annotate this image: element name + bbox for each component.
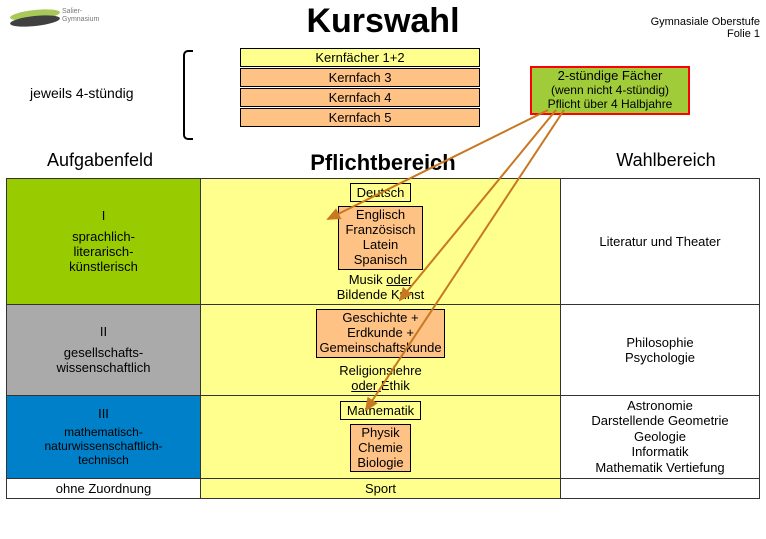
pflicht-4: Sport bbox=[201, 478, 561, 498]
page-title: Kurswahl bbox=[306, 2, 459, 41]
table-row: II gesellschafts- wissenschaftlich Gesch… bbox=[7, 304, 760, 395]
wahl-2: Philosophie Psychologie bbox=[561, 304, 760, 395]
wahl-4 bbox=[561, 478, 760, 498]
logo-line1: Salier- bbox=[62, 8, 82, 15]
sidebox-line1: 2-stündige Fächer bbox=[534, 69, 686, 84]
field-2: II gesellschafts- wissenschaftlich bbox=[7, 304, 201, 395]
column-headers: Aufgabenfeld Pflichtbereich Wahlbereich bbox=[0, 150, 766, 176]
kernfach-5: Kernfach 5 bbox=[240, 108, 480, 127]
header-pflichtbereich: Pflichtbereich bbox=[200, 150, 566, 176]
pflicht-1: Deutsch Englisch Französisch Latein Span… bbox=[201, 179, 561, 305]
chip-languages: Englisch Französisch Latein Spanisch bbox=[338, 206, 422, 270]
jeweils-label: jeweils 4-stündig bbox=[30, 85, 134, 101]
table-row: I sprachlich- literarisch- künstlerisch … bbox=[7, 179, 760, 305]
field-3-label: mathematisch- naturwissenschaftlich- tec… bbox=[9, 425, 198, 467]
logo-line2: Gymnasium bbox=[62, 16, 99, 23]
logo-text: Salier- Gymnasium bbox=[62, 8, 99, 23]
chip-gesellschaft: Geschichte + Erdkunde + Gemeinschaftskun… bbox=[316, 309, 444, 358]
sidebox-line2: (wenn nicht 4-stündig) bbox=[534, 84, 686, 98]
field-1-label: sprachlich- literarisch- künstlerisch bbox=[9, 229, 198, 274]
field-3-num: III bbox=[9, 406, 198, 421]
field-2-label: gesellschafts- wissenschaftlich bbox=[9, 345, 198, 375]
musik-kunst: Musik oder Bildende Kunst bbox=[337, 272, 424, 302]
main-table: I sprachlich- literarisch- künstlerisch … bbox=[6, 178, 760, 499]
meta-line1: Gymnasiale Oberstufe bbox=[651, 16, 760, 28]
field-1-num: I bbox=[9, 208, 198, 223]
kernfach-3: Kernfach 3 bbox=[240, 68, 480, 87]
field-2-num: II bbox=[9, 324, 198, 339]
pflicht-2: Geschichte + Erdkunde + Gemeinschaftskun… bbox=[201, 304, 561, 395]
religion-label: Religionslehre bbox=[339, 363, 421, 378]
kernfach-4: Kernfach 4 bbox=[240, 88, 480, 107]
table-row: III mathematisch- naturwissenschaftlich-… bbox=[7, 395, 760, 478]
table-row: ohne Zuordnung Sport bbox=[7, 478, 760, 498]
wahl-1: Literatur und Theater bbox=[561, 179, 760, 305]
bracket-icon bbox=[183, 50, 193, 140]
field-1: I sprachlich- literarisch- künstlerisch bbox=[7, 179, 201, 305]
wahl-3: Astronomie Darstellende Geometrie Geolog… bbox=[561, 395, 760, 478]
religion-ethik: Religionslehre oder Ethik bbox=[339, 363, 421, 393]
chip-mathematik: Mathematik bbox=[340, 401, 421, 420]
header-wahlbereich: Wahlbereich bbox=[566, 150, 766, 176]
slide-meta: Gymnasiale Oberstufe Folie 1 bbox=[651, 16, 760, 40]
header-aufgabenfeld: Aufgabenfeld bbox=[0, 150, 200, 176]
field-4: ohne Zuordnung bbox=[7, 478, 201, 498]
meta-line2: Folie 1 bbox=[727, 28, 760, 40]
kernfach-1-2: Kernfächer 1+2 bbox=[240, 48, 480, 67]
two-hour-box: 2-stündige Fächer (wenn nicht 4-stündig)… bbox=[530, 66, 690, 115]
field-3: III mathematisch- naturwissenschaftlich-… bbox=[7, 395, 201, 478]
musik-label: Musik bbox=[349, 272, 387, 287]
logo: Salier- Gymnasium bbox=[8, 6, 98, 34]
kunst-label: Bildende Kunst bbox=[337, 287, 424, 302]
sidebox-line3: Pflicht über 4 Halbjahre bbox=[534, 98, 686, 112]
chip-deutsch: Deutsch bbox=[350, 183, 412, 202]
chip-nawi: Physik Chemie Biologie bbox=[350, 424, 410, 473]
ethik-label: Ethik bbox=[381, 378, 410, 393]
kernfach-boxes: Kernfächer 1+2 Kernfach 3 Kernfach 4 Ker… bbox=[240, 48, 480, 128]
oder-1: oder bbox=[386, 272, 412, 287]
pflicht-3: Mathematik Physik Chemie Biologie bbox=[201, 395, 561, 478]
oder-2: oder bbox=[351, 378, 381, 393]
